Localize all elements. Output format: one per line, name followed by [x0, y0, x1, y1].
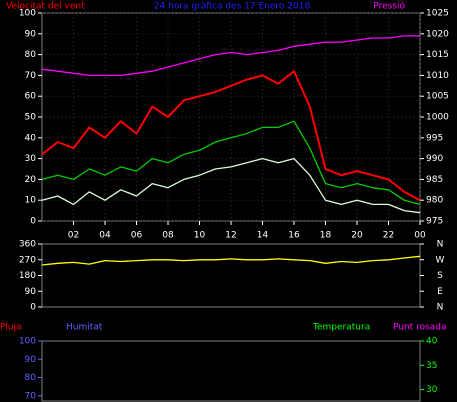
y-tick-label: 70: [25, 391, 37, 401]
legend-label: Temperatura: [312, 323, 370, 333]
y-tick-label: 270: [19, 255, 36, 265]
y2-tick-label: 35: [426, 361, 437, 371]
x-tick-label: 16: [288, 231, 300, 241]
y-tick-label: 40: [25, 133, 37, 143]
y2-tick-label: 990: [426, 154, 443, 164]
series-line: [41, 70, 421, 202]
series-line: [41, 157, 421, 214]
x-tick-label: 10: [194, 231, 206, 241]
y2-tick-label: 1015: [426, 50, 449, 60]
y-tick-label: 0: [30, 303, 36, 313]
series-line: [41, 120, 421, 206]
y2-tick-label: 980: [426, 196, 443, 206]
y-tick-label: 100: [19, 337, 36, 347]
y2-tick-label: 40: [426, 337, 438, 347]
y-tick-label: 30: [25, 154, 37, 164]
y2-tick-label: 985: [426, 175, 443, 185]
y2-tick-label: 1020: [426, 29, 449, 39]
x-tick-label: 14: [257, 231, 269, 241]
y-tick-label: 60: [25, 92, 37, 102]
y-tick-label: 360: [19, 240, 36, 250]
y-tick-label: 0: [30, 217, 36, 227]
plot-frame: [41, 340, 421, 402]
y2-tick-label: E: [437, 287, 443, 297]
legend-label: Humitat: [66, 323, 103, 333]
x-tick-label: 00: [414, 231, 426, 241]
y-tick-label: 90: [25, 287, 37, 297]
y-tick-label: 180: [19, 271, 36, 281]
y2-tick-label: S: [437, 271, 443, 281]
chart-title: 24 hora gràfica des 17 Enero 2018: [154, 2, 311, 12]
series-line: [41, 35, 420, 77]
series-line: [41, 255, 421, 266]
y2-tick-label: 1025: [426, 9, 449, 19]
y2-tick-label: 995: [426, 133, 443, 143]
y-tick-label: 20: [25, 175, 37, 185]
y-tick-label: 50: [25, 113, 37, 123]
y2-tick-label: 975: [426, 217, 443, 227]
y-tick-label: 90: [25, 29, 37, 39]
y-tick-label: 80: [25, 50, 37, 60]
y2-tick-label: N: [437, 240, 444, 250]
legend-label: Pressió: [373, 1, 405, 12]
y2-tick-label: W: [436, 255, 445, 265]
x-tick-label: 20: [351, 231, 363, 241]
y2-tick-label: 30: [426, 385, 438, 395]
y-tick-label: 80: [25, 373, 37, 383]
y2-tick-label: 1005: [426, 92, 449, 102]
y2-tick-label: 1010: [426, 71, 449, 81]
x-tick-label: 12: [225, 231, 236, 241]
y2-tick-label: N: [437, 303, 444, 313]
y-tick-label: 10: [25, 196, 37, 206]
y-tick-label: 100: [19, 9, 36, 19]
x-tick-label: 18: [320, 231, 332, 241]
y-tick-label: 70: [25, 71, 37, 81]
x-tick-label: 06: [131, 231, 143, 241]
legend-label: Velocitat del vent: [6, 2, 85, 12]
legend-label: Punt rosada: [393, 323, 447, 333]
x-tick-label: 02: [68, 231, 79, 241]
y-tick-label: 90: [25, 355, 37, 365]
x-tick-label: 08: [162, 231, 174, 241]
x-tick-label: 04: [99, 231, 111, 241]
y2-tick-label: 1000: [426, 113, 449, 123]
legend-label: Pluja: [0, 323, 22, 333]
x-tick-label: 22: [383, 231, 394, 241]
